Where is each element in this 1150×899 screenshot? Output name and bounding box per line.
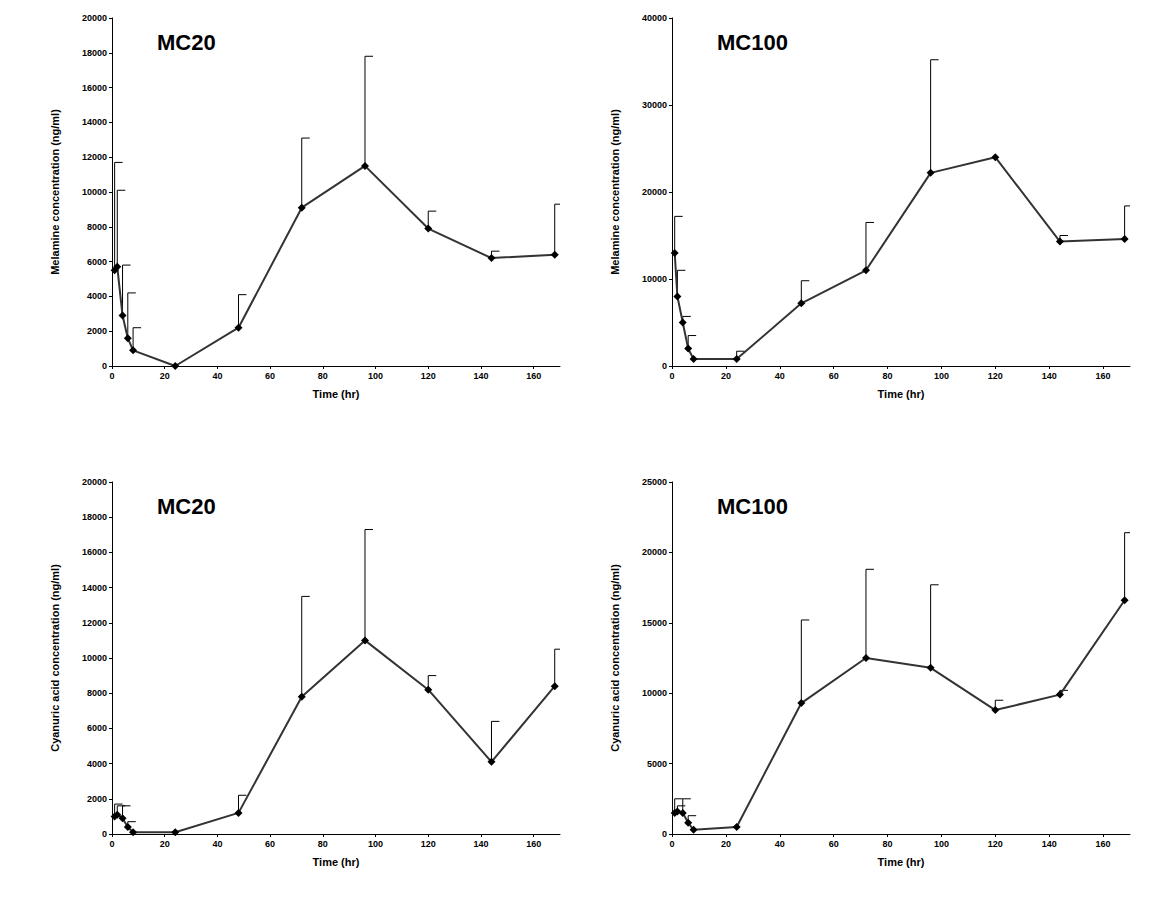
svg-text:2000: 2000 (87, 794, 107, 804)
svg-text:MC20: MC20 (157, 494, 216, 519)
svg-text:10000: 10000 (642, 274, 667, 284)
svg-text:120: 120 (988, 839, 1003, 849)
svg-text:2000: 2000 (87, 326, 107, 336)
svg-text:MC20: MC20 (157, 30, 216, 55)
svg-text:120: 120 (988, 371, 1003, 381)
svg-text:160: 160 (526, 839, 541, 849)
svg-text:20000: 20000 (642, 187, 667, 197)
svg-text:0: 0 (669, 371, 674, 381)
svg-text:120: 120 (421, 839, 436, 849)
svg-text:6000: 6000 (87, 723, 107, 733)
svg-text:20: 20 (160, 371, 170, 381)
svg-text:100: 100 (368, 371, 383, 381)
svg-text:30000: 30000 (642, 100, 667, 110)
svg-text:Time (hr): Time (hr) (313, 388, 360, 400)
svg-text:20: 20 (160, 839, 170, 849)
svg-text:8000: 8000 (87, 222, 107, 232)
svg-text:20: 20 (721, 839, 731, 849)
svg-text:40: 40 (212, 839, 222, 849)
svg-text:Time (hr): Time (hr) (878, 388, 925, 400)
svg-text:140: 140 (473, 371, 488, 381)
svg-text:80: 80 (318, 839, 328, 849)
svg-text:120: 120 (421, 371, 436, 381)
svg-text:100: 100 (368, 839, 383, 849)
svg-text:Time (hr): Time (hr) (313, 856, 360, 868)
svg-text:100: 100 (934, 371, 949, 381)
svg-text:5000: 5000 (647, 759, 667, 769)
svg-text:16000: 16000 (82, 83, 107, 93)
svg-text:60: 60 (829, 371, 839, 381)
svg-text:0: 0 (109, 839, 114, 849)
svg-text:15000: 15000 (642, 618, 667, 628)
svg-text:40: 40 (212, 371, 222, 381)
svg-text:20000: 20000 (82, 13, 107, 23)
svg-text:0: 0 (109, 371, 114, 381)
svg-text:20000: 20000 (82, 477, 107, 487)
svg-text:18000: 18000 (82, 512, 107, 522)
svg-text:60: 60 (265, 371, 275, 381)
svg-text:6000: 6000 (87, 257, 107, 267)
svg-text:0: 0 (102, 361, 107, 371)
svg-text:0: 0 (662, 829, 667, 839)
svg-text:0: 0 (669, 839, 674, 849)
svg-text:160: 160 (1096, 371, 1111, 381)
svg-text:8000: 8000 (87, 688, 107, 698)
svg-text:25000: 25000 (642, 477, 667, 487)
svg-text:Time (hr): Time (hr) (878, 856, 925, 868)
svg-text:12000: 12000 (82, 618, 107, 628)
svg-text:Melamine concentration (ng/ml): Melamine concentration (ng/ml) (609, 109, 621, 275)
svg-text:Cyanuric acid concentration (n: Cyanuric acid concentration (ng/ml) (49, 564, 61, 752)
svg-text:160: 160 (1096, 839, 1111, 849)
svg-text:10000: 10000 (642, 688, 667, 698)
svg-text:14000: 14000 (82, 117, 107, 127)
svg-text:0: 0 (662, 361, 667, 371)
svg-text:16000: 16000 (82, 547, 107, 557)
svg-text:100: 100 (934, 839, 949, 849)
svg-text:60: 60 (829, 839, 839, 849)
svg-text:Cyanuric acid concentration (n: Cyanuric acid concentration (ng/ml) (609, 564, 621, 752)
svg-text:Melamine concentration (ng/ml): Melamine concentration (ng/ml) (49, 109, 61, 275)
svg-text:4000: 4000 (87, 759, 107, 769)
svg-text:40000: 40000 (642, 13, 667, 23)
svg-text:MC100: MC100 (717, 30, 788, 55)
svg-text:140: 140 (1042, 371, 1057, 381)
svg-text:4000: 4000 (87, 291, 107, 301)
svg-text:14000: 14000 (82, 583, 107, 593)
svg-text:40: 40 (775, 371, 785, 381)
svg-text:140: 140 (1042, 839, 1057, 849)
svg-text:80: 80 (883, 839, 893, 849)
svg-text:20: 20 (721, 371, 731, 381)
svg-text:18000: 18000 (82, 48, 107, 58)
svg-text:80: 80 (883, 371, 893, 381)
svg-text:160: 160 (526, 371, 541, 381)
svg-text:12000: 12000 (82, 152, 107, 162)
svg-text:MC100: MC100 (717, 494, 788, 519)
svg-text:0: 0 (102, 829, 107, 839)
svg-text:60: 60 (265, 839, 275, 849)
svg-text:20000: 20000 (642, 547, 667, 557)
svg-text:40: 40 (775, 839, 785, 849)
svg-text:80: 80 (318, 371, 328, 381)
svg-text:140: 140 (473, 839, 488, 849)
svg-text:10000: 10000 (82, 653, 107, 663)
svg-text:10000: 10000 (82, 187, 107, 197)
